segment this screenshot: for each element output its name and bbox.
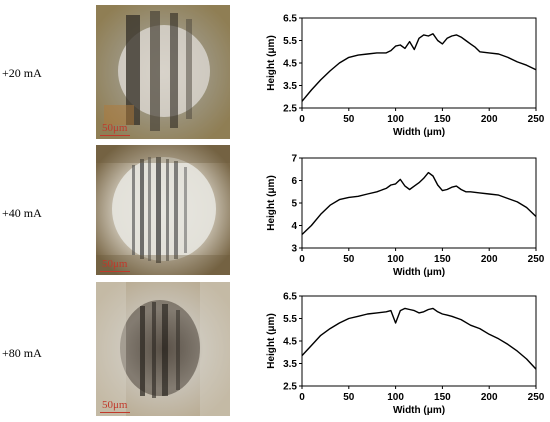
x-tick-label: 250: [528, 392, 545, 403]
x-axis-label: Width (μm): [393, 267, 445, 278]
scale-bar-label-20ma: 50μm: [102, 122, 128, 134]
scale-bar-label-40ma: 50μm: [102, 258, 128, 270]
x-tick-label: 150: [434, 114, 451, 125]
x-tick-label: 250: [528, 114, 545, 125]
x-axis-label: Width (μm): [393, 127, 445, 138]
y-tick-label: 5.5: [283, 36, 297, 47]
micrograph-40ma: 50μm: [96, 145, 230, 275]
x-tick-label: 50: [343, 254, 355, 265]
y-tick-label: 4.5: [283, 337, 297, 348]
y-tick-label: 5.5: [283, 314, 297, 325]
row-label-20ma: +20 mA: [2, 66, 42, 80]
x-tick-label: 0: [299, 114, 305, 125]
x-tick-label: 200: [481, 392, 498, 403]
y-axis-label: Height (μm): [266, 175, 277, 231]
profile-chart-20ma: 0 50 100 150 200 250 2.5 3.5 4.5 5.5 6.5 Width (μm)…: [250, 8, 546, 140]
profile-chart-40ma: 0 50 100 150 200 250 3 4 5 6 7 Width (μm) Height (μm…: [250, 148, 546, 280]
x-tick-label: 100: [387, 392, 404, 403]
scale-bar-20ma: [100, 135, 130, 136]
y-axis-label: Height (μm): [266, 313, 277, 369]
y-tick-label: 2.5: [283, 382, 297, 393]
micrograph-20ma: 50μm: [96, 5, 230, 139]
profile-chart-20ma-svg: 0 50 100 150 200 250 2.5 3.5 4.5 5.5 6.5 Width (μm)…: [266, 14, 545, 139]
height-profile-line: [301, 307, 537, 370]
x-tick-label: 150: [434, 392, 451, 403]
y-tick-label: 3.5: [283, 359, 297, 370]
plot-frame: [301, 157, 537, 249]
x-tick-label: 200: [481, 114, 498, 125]
y-tick-label: 4.5: [283, 59, 297, 70]
y-tick-label: 7: [291, 154, 297, 165]
y-axis-label: Height (μm): [266, 35, 277, 91]
micrograph-40ma-image: [96, 145, 230, 275]
x-tick-label: 0: [299, 254, 305, 265]
y-tick-label: 5: [291, 199, 297, 210]
x-tick-label: 50: [343, 114, 355, 125]
y-tick-label: 3: [291, 244, 297, 255]
height-profile-line: [301, 33, 537, 102]
x-tick-label: 0: [299, 392, 305, 403]
x-tick-label: 250: [528, 254, 545, 265]
micrograph-80ma: 50μm: [96, 282, 230, 416]
x-tick-label: 100: [387, 114, 404, 125]
x-tick-label: 150: [434, 254, 451, 265]
profile-chart-80ma-svg: 0 50 100 150 200 250 2.5 3.5 4.5 5.5 6.5 Width (μm)…: [266, 292, 545, 417]
scale-bar-80ma: [100, 412, 130, 413]
y-tick-label: 2.5: [283, 104, 297, 115]
profile-chart-80ma: 0 50 100 150 200 250 2.5 3.5 4.5 5.5 6.5 Width (μm)…: [250, 286, 546, 418]
x-tick-label: 50: [343, 392, 355, 403]
micrograph-20ma-image: [96, 5, 230, 139]
y-tick-label: 3.5: [283, 81, 297, 92]
x-axis-label: Width (μm): [393, 405, 445, 416]
row-label-40ma: +40 mA: [2, 206, 42, 220]
y-tick-label: 4: [291, 221, 297, 232]
x-tick-label: 200: [481, 254, 498, 265]
y-tick-label: 6.5: [283, 292, 297, 303]
row-label-80ma: +80 mA: [2, 346, 42, 360]
micrograph-80ma-image: [96, 282, 230, 416]
scale-bar-40ma: [100, 271, 130, 272]
scale-bar-label-80ma: 50μm: [102, 399, 128, 411]
plot-frame: [301, 17, 537, 109]
x-tick-label: 100: [387, 254, 404, 265]
height-profile-line: [301, 171, 537, 236]
profile-chart-40ma-svg: 0 50 100 150 200 250 3 4 5 6 7 Width (μm) Height (μm…: [266, 154, 545, 279]
y-tick-label: 6: [291, 176, 297, 187]
y-tick-label: 6.5: [283, 14, 297, 25]
